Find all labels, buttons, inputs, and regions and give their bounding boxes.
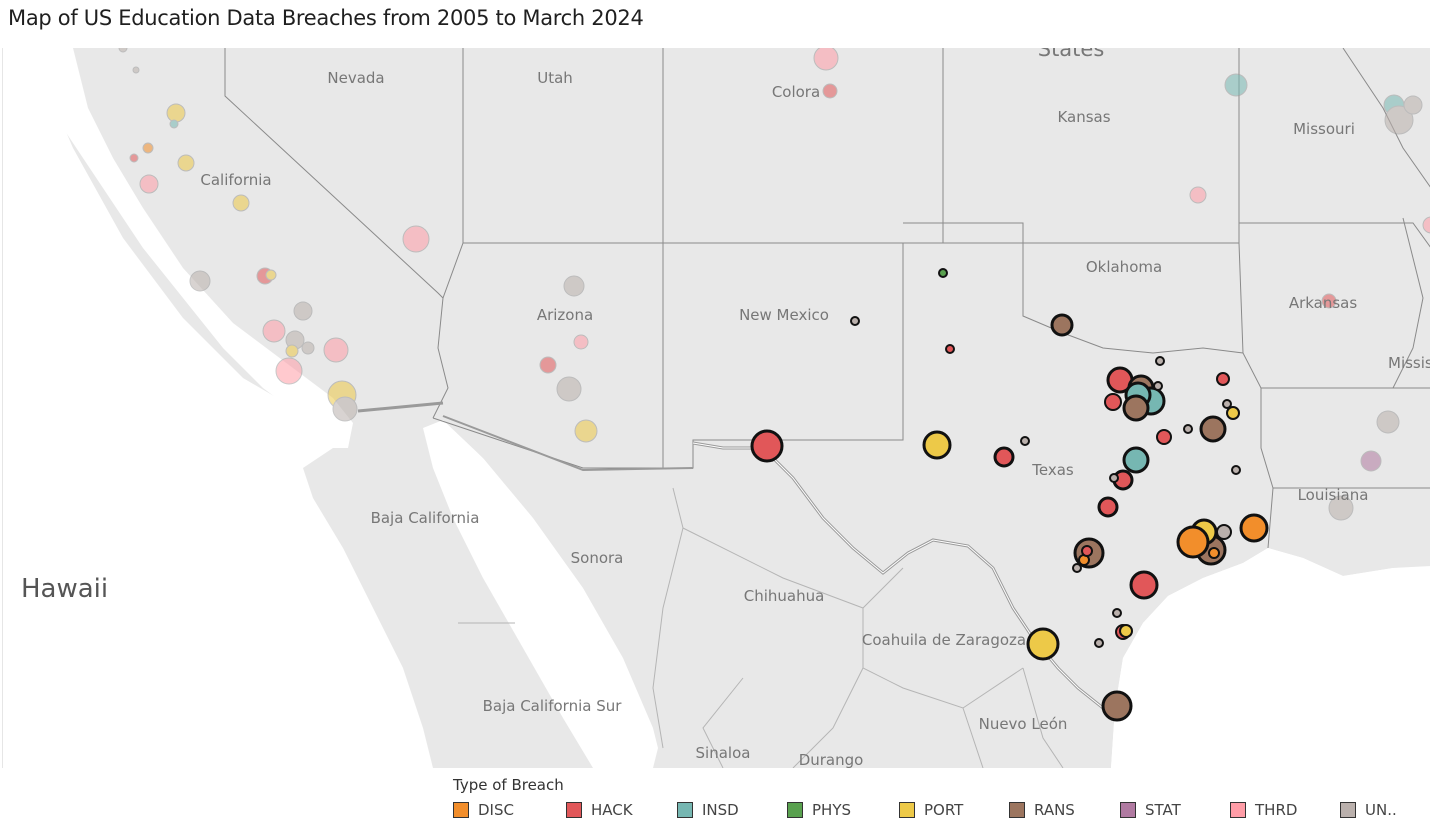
region-label: Coahuila de Zaragoza — [862, 631, 1026, 649]
breach-marker-hack[interactable] — [1216, 372, 1230, 386]
breach-marker-hack[interactable] — [1097, 496, 1119, 518]
state-label: Arizona — [537, 306, 593, 324]
breach-marker-unkn[interactable] — [1231, 465, 1241, 475]
breach-marker-disc[interactable] — [1176, 525, 1210, 559]
legend-label: RANS — [1034, 801, 1075, 819]
breach-marker-unkn[interactable] — [850, 316, 860, 326]
legend-swatch — [1120, 802, 1136, 818]
map-canvas[interactable]: Nevada Utah Colora States Kansas Missour… — [3, 48, 1430, 768]
state-label: New Mexico — [739, 306, 829, 324]
breach-marker-hack[interactable] — [750, 429, 784, 463]
map-title: Map of US Education Data Breaches from 2… — [8, 6, 644, 30]
breach-marker-port[interactable] — [1026, 627, 1060, 661]
legend-label: UN.. — [1365, 801, 1397, 819]
legend-label: THRD — [1255, 801, 1298, 819]
state-label: Nevada — [327, 69, 384, 87]
legend-label: HACK — [591, 801, 633, 819]
breach-marker-rans[interactable] — [1199, 415, 1227, 443]
breach-marker-unkn[interactable] — [1153, 381, 1163, 391]
breach-marker-unkn[interactable] — [1183, 424, 1193, 434]
region-label: Durango — [799, 751, 864, 768]
breach-marker-port[interactable] — [1226, 406, 1240, 420]
legend-swatch — [677, 802, 693, 818]
legend-item-phys[interactable]: PHYS — [787, 800, 851, 820]
region-label: Baja California Sur — [483, 697, 623, 715]
legend-swatch — [1340, 802, 1356, 818]
breach-marker-hack[interactable] — [993, 446, 1015, 468]
legend-title: Type of Breach — [453, 776, 564, 794]
legend-swatch — [899, 802, 915, 818]
region-label: Chihuahua — [744, 587, 825, 605]
breach-marker-hack[interactable] — [1104, 393, 1122, 411]
breach-marker-unkn[interactable] — [1020, 436, 1030, 446]
breach-marker-rans[interactable] — [1050, 313, 1074, 337]
region-label: Sinaloa — [696, 744, 751, 762]
legend-label: STAT — [1145, 801, 1181, 819]
region-label: Sonora — [571, 549, 624, 567]
legend-swatch — [787, 802, 803, 818]
breach-marker-unkn[interactable] — [1094, 638, 1104, 648]
legend-item-un[interactable]: UN.. — [1340, 800, 1397, 820]
state-label: Missis — [1388, 354, 1430, 372]
breach-marker-unkn[interactable] — [1072, 563, 1082, 573]
region-label: Nuevo León — [979, 715, 1068, 733]
legend-label: PHYS — [812, 801, 852, 819]
legend-item-disc[interactable]: DISC — [453, 800, 514, 820]
breach-marker-rans[interactable] — [1122, 394, 1150, 422]
legend-label: DISC — [478, 801, 514, 819]
state-label: States — [1038, 48, 1105, 61]
state-label: Kansas — [1057, 108, 1110, 126]
legend-swatch — [566, 802, 582, 818]
legend-item-thrd[interactable]: THRD — [1230, 800, 1297, 820]
legend-swatch — [1009, 802, 1025, 818]
breach-marker-insd[interactable] — [1122, 446, 1150, 474]
map-view[interactable]: Nevada Utah Colora States Kansas Missour… — [2, 48, 1430, 768]
breach-marker-rans[interactable] — [1101, 690, 1133, 722]
legend-item-insd[interactable]: INSD — [677, 800, 739, 820]
state-label: Louisiana — [1298, 486, 1369, 504]
state-label: Oklahoma — [1086, 258, 1162, 276]
state-label: Utah — [537, 69, 573, 87]
breach-marker-hack[interactable] — [1156, 429, 1172, 445]
breach-marker-hack[interactable] — [1081, 545, 1093, 557]
state-label: Texas — [1031, 461, 1074, 479]
legend-item-port[interactable]: PORT — [899, 800, 963, 820]
hawaii-label: Hawaii — [21, 574, 108, 604]
breach-marker-hack[interactable] — [1129, 570, 1159, 600]
legend-swatch — [453, 802, 469, 818]
breach-marker-unkn[interactable] — [1216, 524, 1232, 540]
state-label: Missouri — [1293, 120, 1355, 138]
legend-label: INSD — [702, 801, 739, 819]
breach-marker-unkn[interactable] — [1155, 356, 1165, 366]
breach-marker-disc[interactable] — [1239, 513, 1269, 543]
breach-marker-port[interactable] — [922, 430, 952, 460]
breach-markers[interactable] — [750, 268, 1269, 722]
legend-item-stat[interactable]: STAT — [1120, 800, 1181, 820]
legend: Type of Breach DISC HACK INSD PHYS PORT RANS S… — [453, 776, 1430, 824]
state-label: Arkansas — [1289, 294, 1358, 312]
breach-marker-unkn[interactable] — [1222, 399, 1232, 409]
breach-marker-unkn[interactable] — [1109, 473, 1119, 483]
breach-marker-phys[interactable] — [938, 268, 948, 278]
breach-marker-port[interactable] — [1119, 624, 1133, 638]
state-label: Colora — [772, 83, 820, 101]
legend-item-hack[interactable]: HACK — [566, 800, 633, 820]
breach-marker-hack[interactable] — [945, 344, 955, 354]
legend-swatch — [1230, 802, 1246, 818]
breach-marker-disc[interactable] — [1208, 547, 1220, 559]
legend-item-rans[interactable]: RANS — [1009, 800, 1075, 820]
region-label: Baja California — [371, 509, 480, 527]
legend-label: PORT — [924, 801, 964, 819]
state-label: California — [200, 171, 271, 189]
breach-marker-unkn[interactable] — [1112, 608, 1122, 618]
